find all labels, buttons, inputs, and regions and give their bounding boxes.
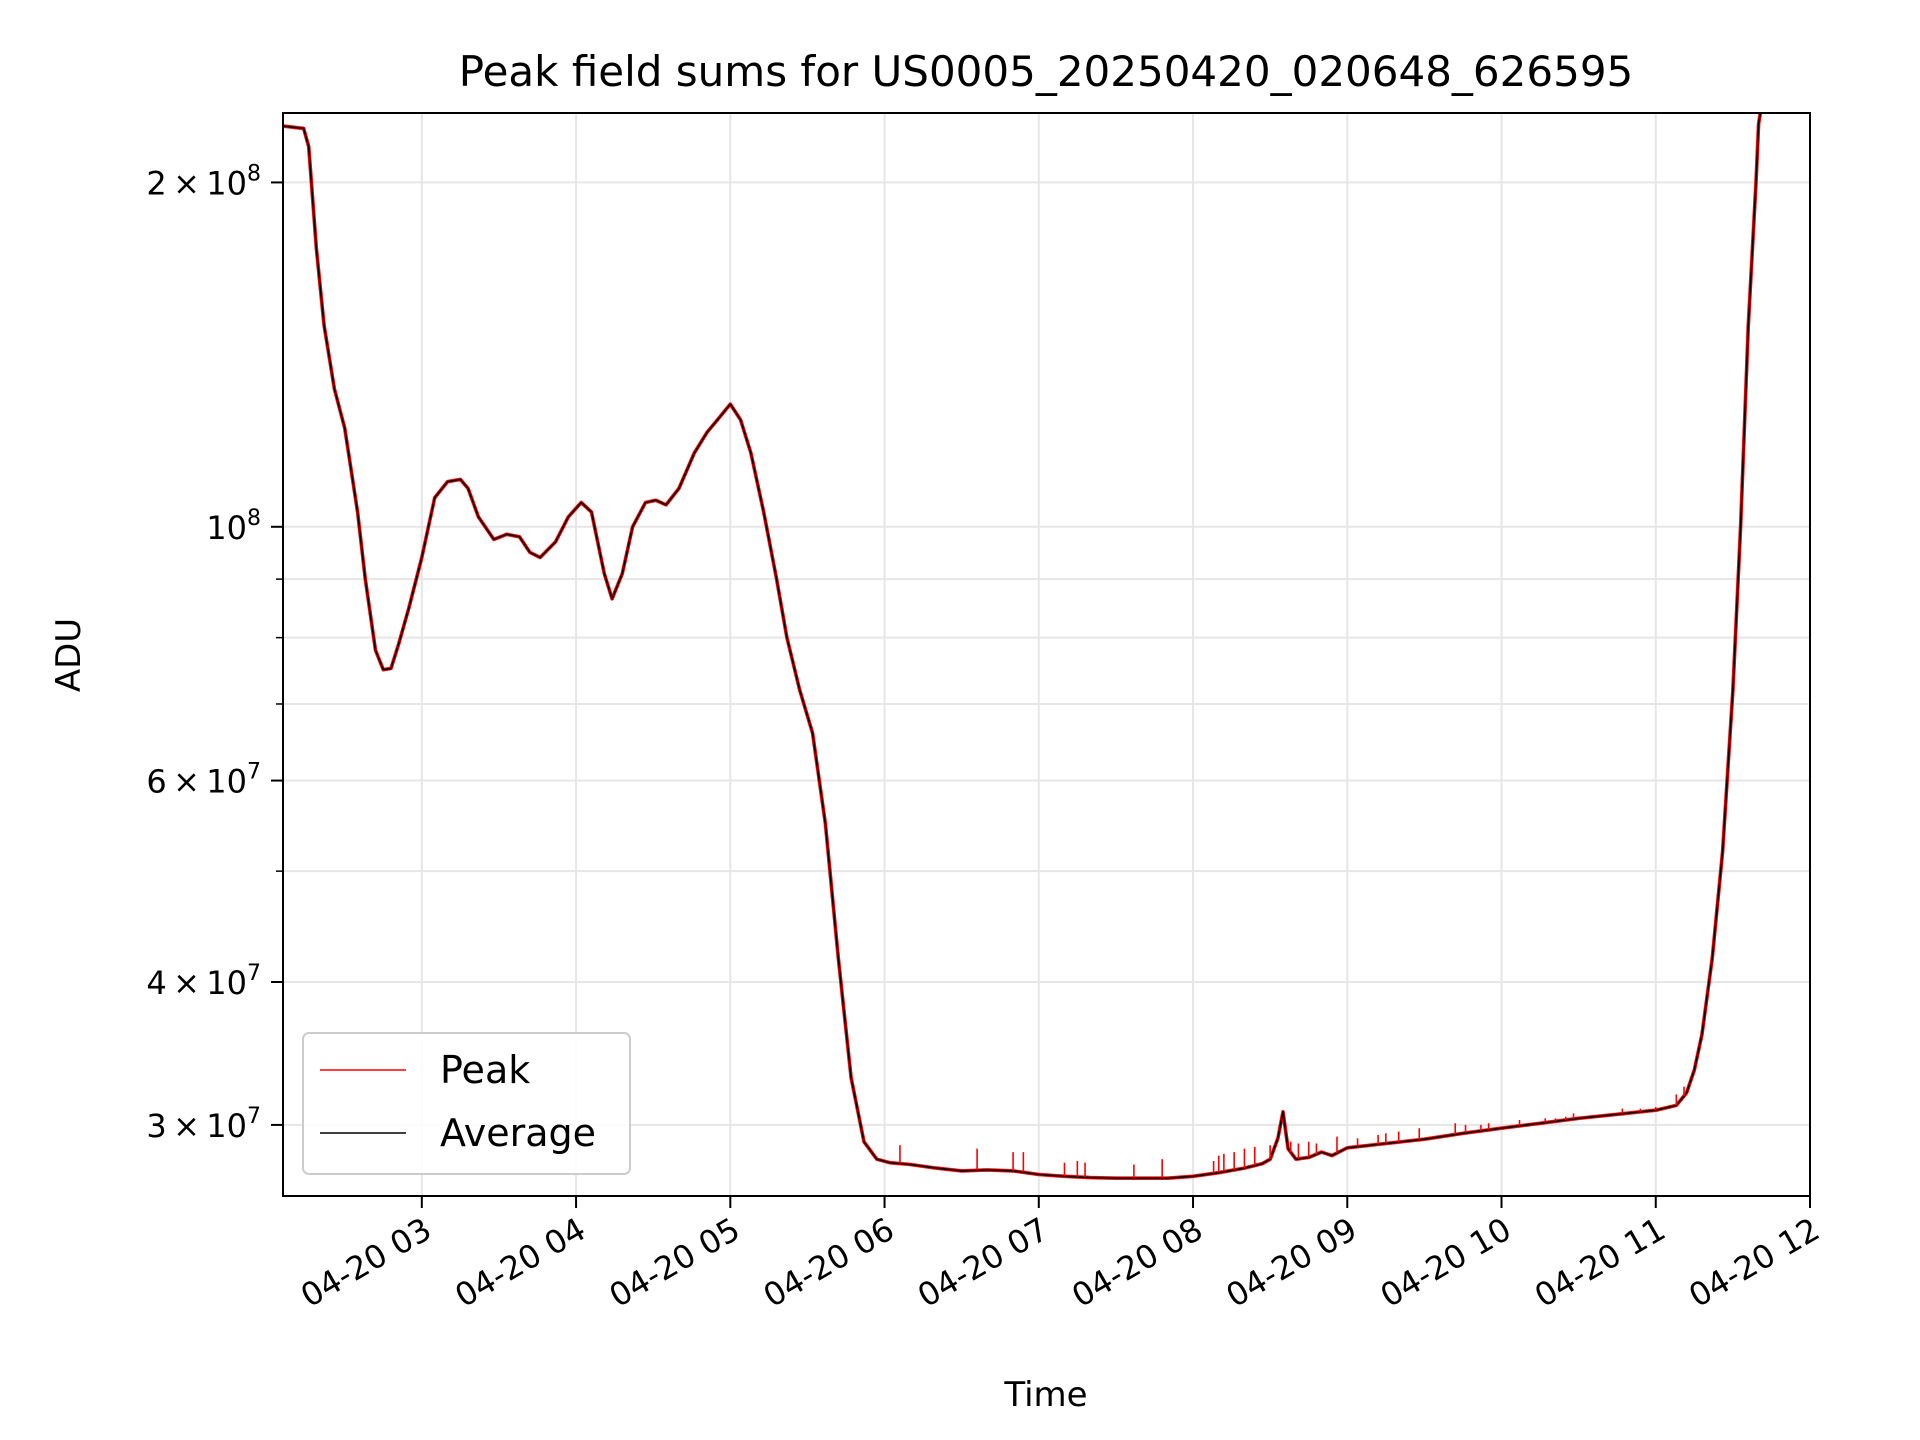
chart-title: Peak field sums for US0005_20250420_0206… bbox=[459, 47, 1634, 96]
grid bbox=[283, 113, 1811, 1196]
y-tick-label: 108 bbox=[206, 506, 261, 547]
y-tick-label: 2 × 108 bbox=[146, 161, 261, 202]
x-axis-title: Time bbox=[1003, 1375, 1087, 1415]
legend: Peak Average bbox=[302, 1032, 631, 1175]
y-axis: 3 × 107 4 × 107 6 × 107 108 2 × 108 bbox=[146, 161, 283, 1145]
series-group bbox=[283, 113, 1763, 1180]
legend-label-average: Average bbox=[440, 1111, 596, 1155]
y-tick-label: 6 × 107 bbox=[146, 760, 261, 801]
plot-area bbox=[283, 113, 1810, 1196]
plot-frame bbox=[282, 112, 1811, 1197]
y-tick-label: 3 × 107 bbox=[146, 1104, 261, 1145]
legend-box bbox=[302, 1032, 631, 1175]
y-tick-label: 4 × 107 bbox=[146, 961, 261, 1002]
y-axis-title: ADU bbox=[49, 618, 89, 692]
legend-label-peak: Peak bbox=[440, 1048, 530, 1092]
series-line-average bbox=[283, 113, 1762, 1179]
